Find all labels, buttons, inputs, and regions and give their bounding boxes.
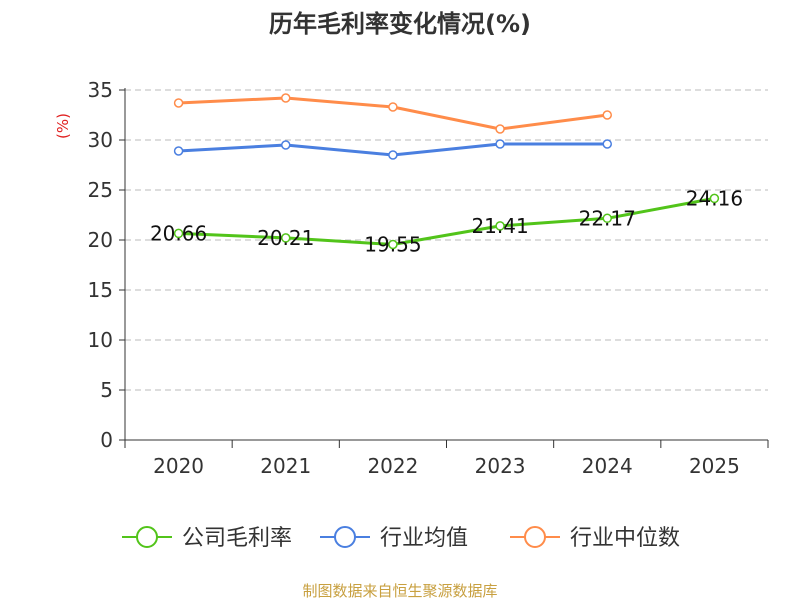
- legend-label-0: 公司毛利率: [182, 526, 292, 551]
- series-line-0: [178, 196, 715, 246]
- data-label-2024: 22.17: [579, 206, 636, 230]
- x-tick-label-2021: 2021: [260, 454, 311, 478]
- point-s2-2024: [602, 110, 612, 120]
- point-s1-2020: [173, 146, 184, 156]
- legend-item-2[interactable]: 行业中位数: [510, 526, 680, 551]
- data-labels: 20.66 20.21 19.55 21.41 22.17 24.16: [150, 186, 743, 256]
- legend-label-2: 行业中位数: [570, 526, 680, 551]
- data-label-2020: 20.66: [150, 221, 207, 245]
- legend-marker-1: [334, 526, 356, 548]
- y-tick-label-0: 0: [100, 428, 113, 452]
- legend-item-0[interactable]: 公司毛利率: [122, 526, 292, 551]
- point-s2-2023: [495, 124, 505, 134]
- x-tick-label-2023: 2023: [475, 454, 526, 478]
- y-tick-label-5: 5: [100, 378, 113, 402]
- point-s1-2023: [495, 139, 505, 149]
- legend-marker-2: [524, 526, 546, 548]
- point-s0-2023: [495, 221, 505, 231]
- y-tick-label-10: 10: [88, 328, 113, 352]
- x-tick-label-2024: 2024: [582, 454, 633, 478]
- data-label-2022: 19.55: [364, 233, 421, 257]
- point-s1-2022: [388, 150, 398, 160]
- x-tick-label-2025: 2025: [689, 454, 740, 478]
- point-s0-2024: [602, 213, 612, 224]
- legend-label-1: 行业均值: [380, 526, 468, 551]
- y-tick-label-30: 30: [88, 128, 113, 152]
- point-s1-2024: [602, 139, 612, 149]
- legend-marker-0: [136, 526, 158, 548]
- source-note: 制图数据来自恒生聚源数据库: [302, 582, 497, 600]
- data-label-2025: 24.16: [686, 186, 743, 210]
- x-tick-label-2020: 2020: [153, 454, 204, 478]
- y-tick-label-25: 25: [88, 178, 113, 202]
- y-axis-label: (%): [54, 113, 72, 139]
- point-s0-2022: [388, 239, 398, 250]
- gridlines: [125, 89, 768, 391]
- point-s0-2021: [281, 233, 291, 243]
- data-label-2023: 21.41: [471, 214, 528, 238]
- y-tick-label-35: 35: [88, 78, 113, 102]
- legend[interactable]: 公司毛利率 行业均值 行业中位数: [122, 526, 680, 551]
- x-tick-label-2022: 2022: [367, 454, 418, 478]
- series-group: [173, 93, 720, 250]
- point-s2-2022: [388, 102, 398, 112]
- chart-title: 历年毛利率变化情况(%): [269, 10, 531, 38]
- point-s1-2021: [281, 140, 291, 150]
- y-tick-label-15: 15: [88, 278, 113, 302]
- legend-item-1[interactable]: 行业均值: [320, 526, 468, 551]
- point-s0-2020: [173, 228, 184, 239]
- y-tick-label-20: 20: [88, 228, 113, 252]
- point-s2-2020: [173, 98, 184, 108]
- point-s2-2021: [281, 93, 291, 103]
- data-label-2021: 20.21: [257, 226, 314, 250]
- point-s0-2025: [709, 193, 720, 204]
